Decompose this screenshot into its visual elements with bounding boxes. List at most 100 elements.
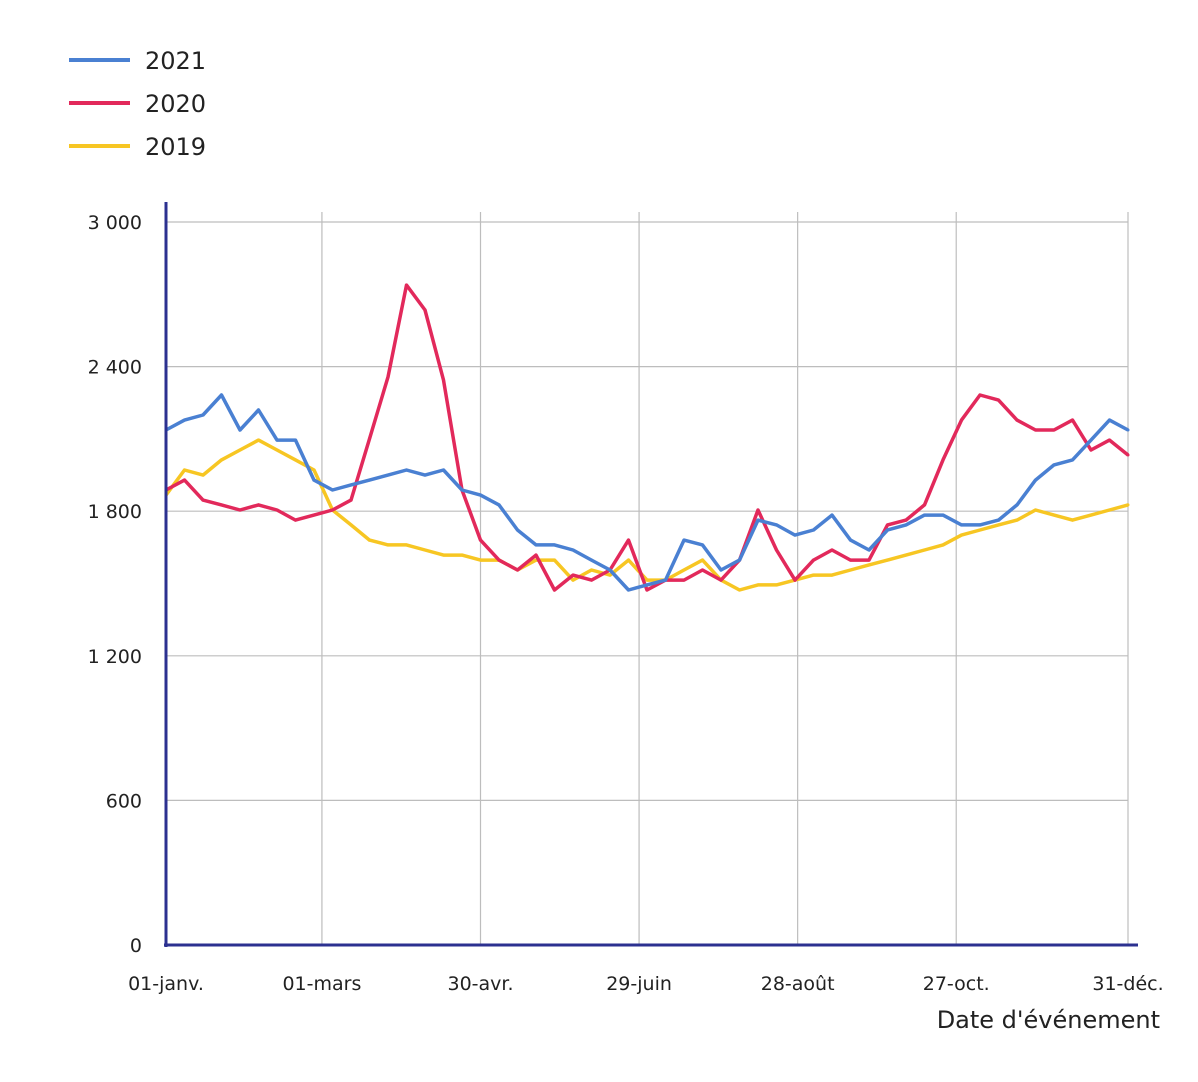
data-point-2019 — [220, 458, 223, 462]
data-point-2021 — [590, 558, 593, 562]
data-point-2020 — [405, 283, 408, 287]
data-point-2020 — [553, 588, 556, 592]
data-point-2019 — [904, 553, 908, 557]
legend-label-2019: 2019 — [145, 133, 206, 161]
data-point-2019 — [627, 558, 630, 562]
data-point-2020 — [1034, 428, 1037, 432]
data-point-2019 — [775, 583, 778, 587]
data-point-2019 — [460, 553, 464, 557]
data-point-2019 — [312, 468, 316, 472]
data-point-2019 — [923, 548, 926, 552]
data-point-2020 — [590, 578, 593, 582]
data-point-2021 — [812, 528, 815, 532]
data-point-2019 — [386, 543, 390, 547]
data-point-2019 — [349, 523, 353, 527]
data-point-2021 — [183, 418, 186, 422]
data-point-2021 — [534, 543, 538, 547]
data-point-2019 — [756, 583, 760, 587]
data-point-2020 — [312, 513, 316, 517]
data-point-2020 — [756, 508, 760, 512]
data-point-2021 — [904, 523, 908, 527]
data-point-2019 — [738, 588, 741, 592]
legend-label-2021: 2021 — [145, 47, 206, 75]
data-point-2021 — [719, 568, 723, 572]
data-point-2020 — [534, 553, 538, 557]
data-point-2020 — [497, 558, 501, 562]
data-point-2020 — [1071, 418, 1074, 422]
data-point-2020 — [1126, 453, 1130, 457]
data-point-2020 — [867, 558, 871, 562]
data-point-2021 — [257, 408, 260, 412]
data-point-2020 — [849, 558, 852, 562]
data-point-2021 — [516, 528, 519, 532]
x-tick-label: 31-déc. — [1092, 973, 1163, 995]
data-point-2021 — [886, 528, 889, 532]
data-point-2021 — [331, 488, 334, 492]
data-point-2019 — [201, 473, 205, 477]
data-point-2020 — [775, 548, 778, 552]
data-point-2021 — [423, 473, 427, 477]
data-point-2019 — [812, 573, 815, 577]
data-point-2020 — [1015, 418, 1019, 422]
data-point-2019 — [867, 563, 871, 567]
data-point-2019 — [1126, 503, 1130, 507]
data-point-2020 — [997, 398, 1000, 402]
data-point-2020 — [701, 568, 704, 572]
data-point-2020 — [830, 548, 834, 552]
data-point-2021 — [294, 438, 297, 442]
data-point-2020 — [220, 503, 223, 507]
data-point-2019 — [1089, 513, 1093, 517]
data-point-2020 — [886, 523, 889, 527]
data-point-2021 — [553, 543, 556, 547]
data-point-2020 — [793, 578, 797, 582]
data-point-2021 — [1015, 503, 1019, 507]
data-point-2020 — [386, 375, 390, 379]
data-point-2020 — [442, 378, 445, 382]
data-point-2019 — [275, 448, 279, 452]
data-point-2021 — [830, 513, 834, 517]
data-point-2020 — [571, 573, 575, 577]
y-tick-label: 2 400 — [88, 357, 142, 379]
data-point-2019 — [645, 578, 649, 582]
data-point-2019 — [183, 468, 186, 472]
data-point-2021 — [960, 523, 963, 527]
data-point-2019 — [701, 558, 704, 562]
y-tick-label: 0 — [130, 935, 142, 957]
data-point-2021 — [312, 478, 316, 482]
data-point-2021 — [775, 523, 778, 527]
data-point-2021 — [1034, 478, 1037, 482]
series-lines — [164, 283, 1130, 592]
data-point-2021 — [701, 543, 704, 547]
data-point-2019 — [257, 438, 260, 442]
data-point-2019 — [590, 568, 593, 572]
data-point-2021 — [997, 518, 1000, 522]
data-point-2021 — [275, 438, 279, 442]
data-point-2020 — [183, 478, 186, 482]
data-point-2021 — [1089, 438, 1093, 442]
legend: 2021 2020 2019 — [69, 47, 206, 161]
data-point-2019 — [553, 558, 556, 562]
data-point-2020 — [627, 538, 630, 542]
data-point-2019 — [368, 538, 371, 542]
data-point-2020 — [719, 578, 723, 582]
data-point-2019 — [1052, 513, 1056, 517]
data-point-2021 — [1071, 458, 1074, 462]
data-point-2021 — [664, 578, 667, 582]
data-point-2021 — [756, 518, 760, 522]
y-tick-label: 600 — [106, 790, 142, 812]
axes — [164, 202, 1138, 947]
x-axis-label: Date d'événement — [937, 1006, 1160, 1034]
data-point-2021 — [571, 548, 575, 552]
data-point-2021 — [386, 473, 390, 477]
series-line-2020 — [165, 283, 1130, 592]
data-point-2021 — [1126, 428, 1130, 432]
data-point-2019 — [1071, 518, 1074, 522]
data-point-2021 — [645, 583, 649, 587]
data-point-2020 — [1052, 428, 1056, 432]
data-point-2021 — [238, 428, 242, 432]
data-point-2021 — [479, 493, 482, 497]
data-point-2019 — [830, 573, 834, 577]
data-point-2021 — [608, 568, 612, 572]
data-point-2020 — [349, 498, 353, 502]
data-point-2019 — [571, 578, 575, 582]
